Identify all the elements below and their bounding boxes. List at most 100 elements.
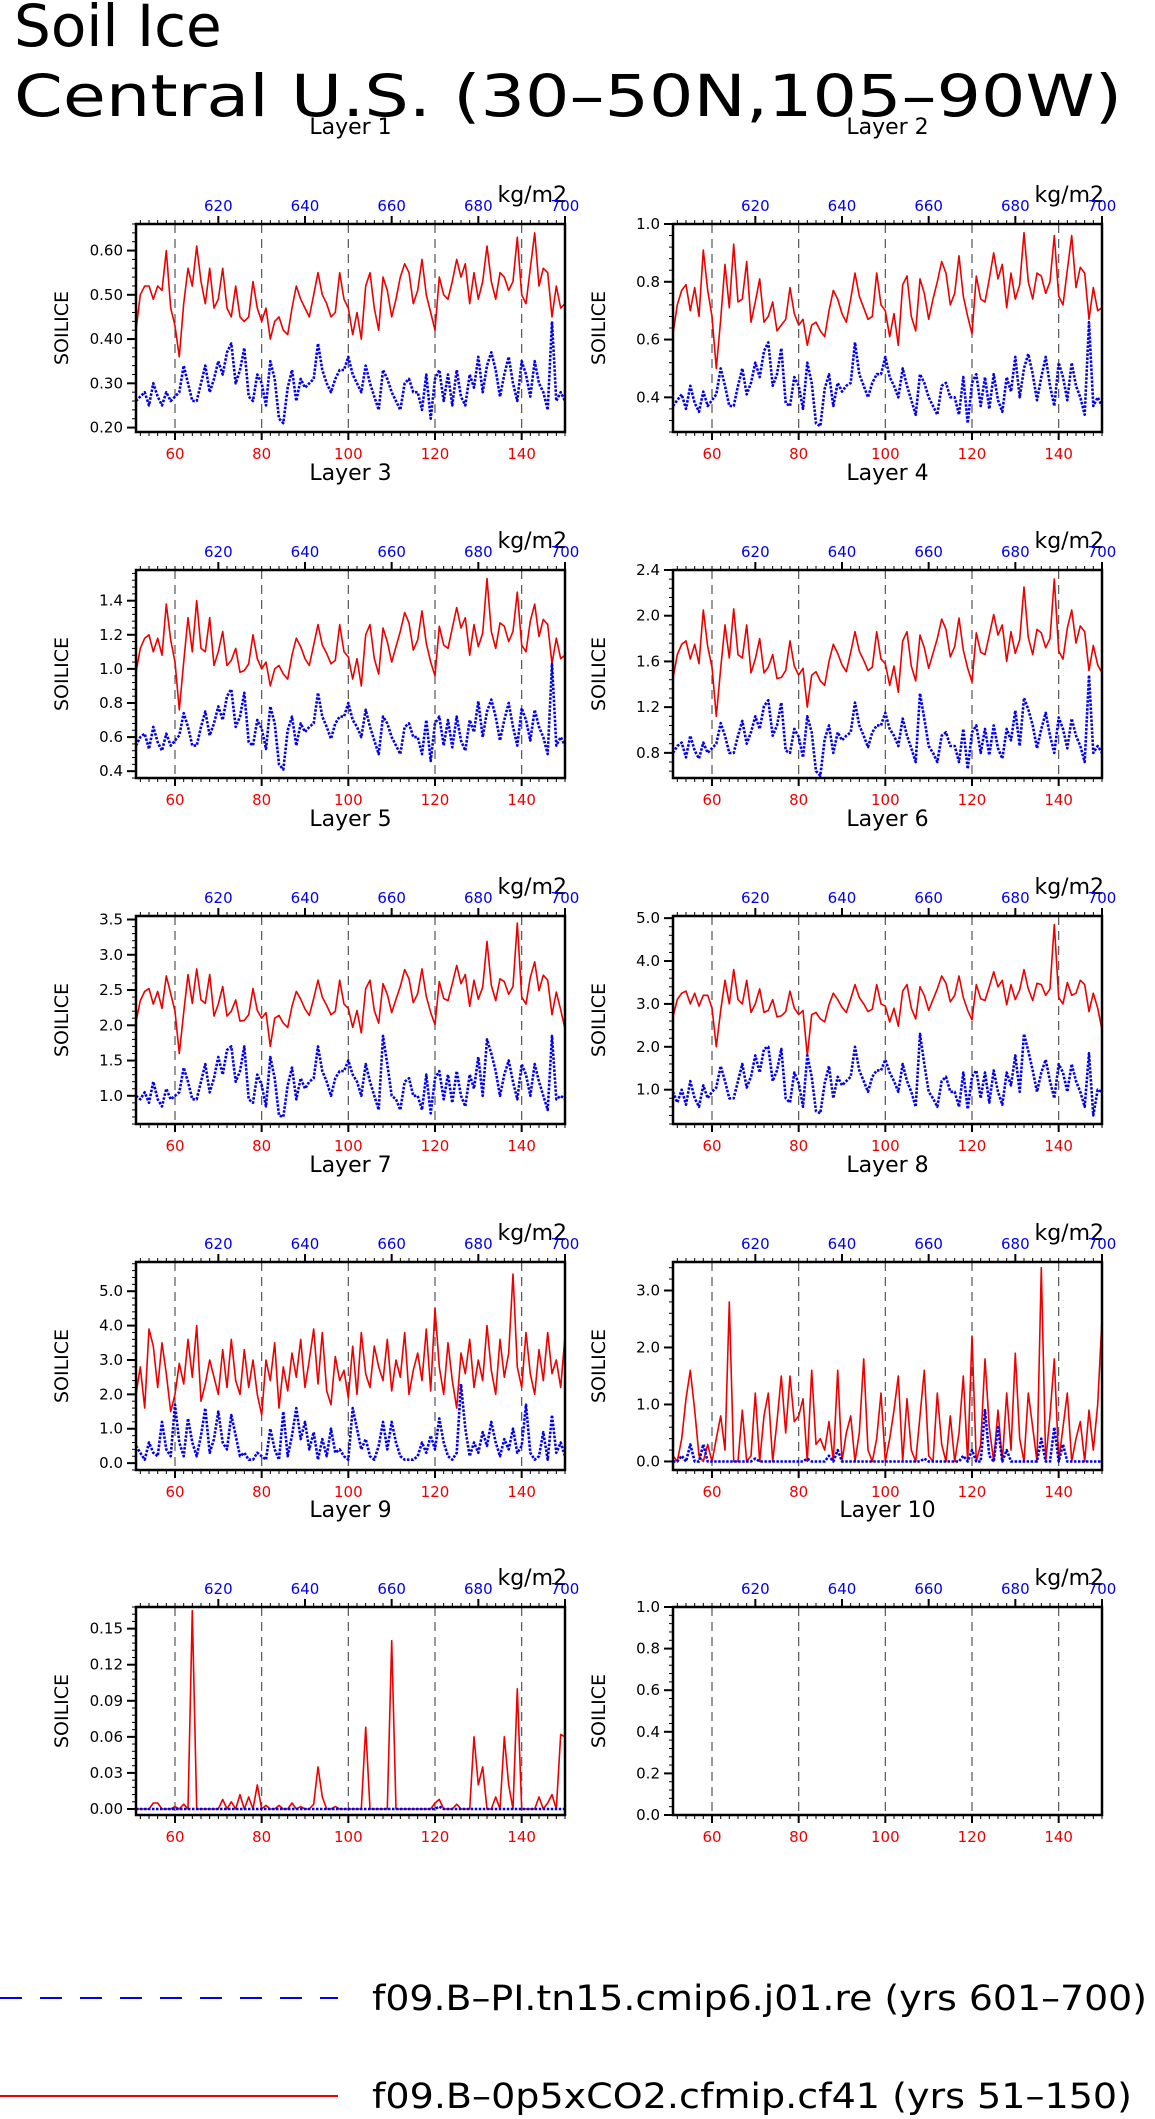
x-tick-label: 100 xyxy=(334,1483,363,1501)
x2-tick-label: 700 xyxy=(1088,1235,1117,1253)
y-tick-label: 0.0 xyxy=(99,1454,123,1472)
x2-tick-label: 640 xyxy=(291,1580,320,1598)
panel-2: Layer 2 kg/m2 60 80 100 120 140 620 640 660 680 700… xyxy=(588,115,1116,463)
legend-label-red: f09.B–0p5xCO2.cfmip.cf41 (yrs 51–150) xyxy=(372,2077,1132,2117)
x-tick-label: 120 xyxy=(421,791,450,809)
x2-tick-label: 700 xyxy=(551,197,580,215)
series-line-blue xyxy=(135,320,567,425)
x-tick-label: 140 xyxy=(507,1483,536,1501)
x2-tick-label: 680 xyxy=(464,543,493,561)
x-tick-label: 120 xyxy=(958,1483,987,1501)
x-tick-label: 60 xyxy=(702,791,721,809)
series-line-red xyxy=(672,578,1103,718)
y-axis-label: SOILICE xyxy=(51,291,73,365)
series-line-blue xyxy=(134,1382,567,1461)
x2-tick-label: 700 xyxy=(1088,543,1117,561)
series-line-red xyxy=(135,232,566,358)
x-tick-label: 100 xyxy=(334,445,363,463)
x2-tick-label: 700 xyxy=(551,1580,580,1598)
y-tick-label: 3.0 xyxy=(99,1351,123,1369)
x-tick-label: 100 xyxy=(871,1828,900,1846)
x-tick-label: 140 xyxy=(507,1137,536,1155)
y-tick-label: 0.50 xyxy=(90,286,123,304)
panel-title: Layer 9 xyxy=(309,1498,391,1523)
x-tick-label: 120 xyxy=(421,1137,450,1155)
y-tick-label: 0.12 xyxy=(90,1656,123,1674)
x-tick-label: 80 xyxy=(789,445,808,463)
y-tick-label: 1.5 xyxy=(99,1052,123,1070)
panel-9: Layer 9 kg/m2 60 80 100 120 140 620 640 660 680 700… xyxy=(51,1498,579,1846)
x2-tick-label: 700 xyxy=(1088,889,1117,907)
y-tick-label: 0.4 xyxy=(636,1723,660,1741)
x-tick-label: 80 xyxy=(252,1483,271,1501)
panel-grid: Layer 1 kg/m2 60 80 100 120 140 620 640 660 680 700… xyxy=(51,115,1116,1846)
series-line-red xyxy=(135,1273,566,1416)
x2-tick-label: 660 xyxy=(914,1580,943,1598)
x-tick-label: 100 xyxy=(871,445,900,463)
x-tick-label: 60 xyxy=(165,1828,184,1846)
x2-tick-label: 680 xyxy=(464,889,493,907)
series-line-red xyxy=(672,231,1103,370)
x-tick-label: 120 xyxy=(958,1137,987,1155)
x-tick-label: 80 xyxy=(252,1828,271,1846)
top-axis-unit: kg/m2 xyxy=(497,1221,567,1246)
x-tick-label: 140 xyxy=(1044,1137,1073,1155)
plot-frame xyxy=(134,1260,567,1472)
top-axis-unit: kg/m2 xyxy=(1034,1221,1104,1246)
top-axis-unit: kg/m2 xyxy=(497,529,567,554)
y-tick-label: 1.0 xyxy=(636,215,660,233)
x2-tick-label: 700 xyxy=(1088,197,1117,215)
x-tick-label: 80 xyxy=(789,1828,808,1846)
x2-tick-label: 620 xyxy=(741,1580,770,1598)
x2-tick-label: 640 xyxy=(828,1580,857,1598)
plot-frame xyxy=(671,568,1104,780)
panel-title: Layer 6 xyxy=(846,807,928,832)
y-tick-label: 1.0 xyxy=(99,660,123,678)
panel-title: Layer 1 xyxy=(309,115,391,140)
x-tick-label: 80 xyxy=(789,791,808,809)
series-line-blue xyxy=(136,1805,565,1811)
x-tick-label: 100 xyxy=(871,791,900,809)
x-tick-label: 100 xyxy=(334,791,363,809)
x2-tick-label: 680 xyxy=(1001,889,1030,907)
panel-1: Layer 1 kg/m2 60 80 100 120 140 620 640 660 680 700… xyxy=(51,115,579,463)
panel-title: Layer 5 xyxy=(309,807,391,832)
y-tick-label: 0.00 xyxy=(90,1800,123,1818)
y-tick-label: 0.6 xyxy=(636,331,660,349)
y-tick-label: 2.0 xyxy=(99,1016,123,1034)
x-tick-label: 80 xyxy=(252,1137,271,1155)
top-axis-unit: kg/m2 xyxy=(1034,529,1104,554)
series-line-blue xyxy=(671,673,1104,778)
y-tick-label: 0.40 xyxy=(90,330,123,348)
x2-tick-label: 620 xyxy=(204,1580,233,1598)
x-tick-label: 60 xyxy=(165,1483,184,1501)
x2-tick-label: 680 xyxy=(1001,1580,1030,1598)
plot-frame xyxy=(671,914,1104,1126)
x2-tick-label: 620 xyxy=(741,197,770,215)
y-tick-label: 1.0 xyxy=(636,1395,660,1413)
y-tick-label: 2.0 xyxy=(636,1338,660,1356)
x-tick-label: 60 xyxy=(702,445,721,463)
y-tick-label: 0.4 xyxy=(99,762,123,780)
x-tick-label: 140 xyxy=(507,1828,536,1846)
x-tick-label: 120 xyxy=(958,445,987,463)
x2-tick-label: 700 xyxy=(551,543,580,561)
x2-tick-label: 620 xyxy=(741,889,770,907)
top-axis-unit: kg/m2 xyxy=(497,183,567,208)
x2-tick-label: 640 xyxy=(291,1235,320,1253)
x-tick-label: 120 xyxy=(421,1483,450,1501)
x-tick-label: 60 xyxy=(165,791,184,809)
top-axis-unit: kg/m2 xyxy=(1034,183,1104,208)
y-tick-label: 1.2 xyxy=(99,626,123,644)
y-tick-label: 0.6 xyxy=(99,728,123,746)
panel-title: Layer 2 xyxy=(846,115,928,140)
plot-frame xyxy=(134,222,567,434)
y-tick-label: 3.0 xyxy=(636,1281,660,1299)
y-tick-label: 5.0 xyxy=(99,1282,123,1300)
x-tick-label: 60 xyxy=(165,1137,184,1155)
x2-tick-label: 620 xyxy=(204,1235,233,1253)
y-axis-label: SOILICE xyxy=(51,983,73,1057)
y-tick-label: 4.0 xyxy=(99,1317,123,1335)
y-axis-label: SOILICE xyxy=(51,637,73,711)
x-tick-label: 140 xyxy=(1044,791,1073,809)
